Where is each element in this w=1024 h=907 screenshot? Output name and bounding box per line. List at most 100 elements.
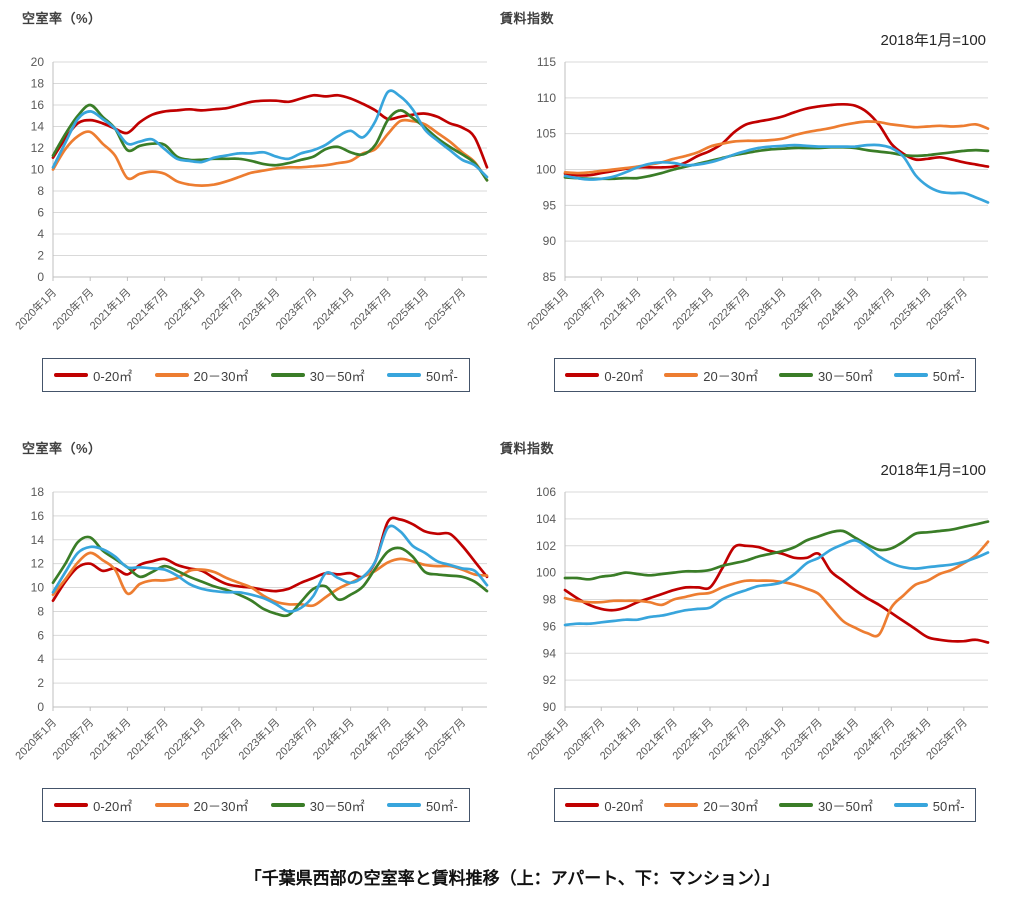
legend-label: 0-20㎡ [93,798,133,814]
y-tick-label: 98 [543,593,557,607]
legend-item: 0-20㎡ [565,796,643,815]
legend-swatch-orange-icon [154,373,189,377]
series-line-green [51,103,489,182]
legend-swatch-red-icon [54,803,89,807]
legend-item: 50㎡- [387,366,458,385]
series-line-red [51,93,489,169]
legend-swatch-orange-icon [154,803,189,807]
y-tick-label: 8 [37,184,44,198]
legend-item: 20－30㎡ [154,366,249,385]
y-tick-label: 96 [543,619,557,633]
y-tick-label: 0 [37,270,44,284]
y-tick-label: 4 [37,652,44,666]
legend-label: 0-20㎡ [93,368,133,384]
series-line-red [51,516,489,603]
chart-apartment-vacancy: 空室率（%） 0 2 4 6 8 10 12 14 16 18 20 2020年1月 2020年7月 20… [0,0,490,400]
series-line-green [563,520,990,581]
y-tick-label: 16 [31,98,45,112]
apartment-vacancy-plot: 024681012141618202020年1月2020年7月2021年1月20… [12,55,489,332]
legend-swatch-blue-icon [387,803,422,807]
y-tick-label: 106 [536,485,556,499]
legend-label: 20－30㎡ [193,798,249,814]
y-tick-label: 102 [536,539,556,553]
legend-item: 0-20㎡ [54,796,132,815]
chart-title: 賃料指数 [500,441,555,456]
series-line-blue [563,143,990,204]
y-tick-label: 16 [31,509,45,523]
chart-title: 賃料指数 [500,11,555,26]
series-line-blue [51,524,489,613]
y-tick-label: 90 [543,234,557,248]
series-line-red [563,543,990,644]
y-tick-label: 18 [31,77,45,91]
legend-label: 30－50㎡ [309,798,365,814]
y-tick-label: 18 [31,485,45,499]
legend-swatch-red-icon [565,803,600,807]
legend-item: 0-20㎡ [54,366,132,385]
legend-item: 50㎡- [893,366,965,385]
mansion-rent-plot: 90929496981001021041062020年1月2020年7月2021… [524,485,990,762]
y-tick-label: 92 [543,673,557,687]
mansion-vacancy-plot: 0246810121416182020年1月2020年7月2021年1月2021… [12,485,489,762]
y-tick-label: 14 [31,533,45,547]
legend-item: 30－50㎡ [270,366,365,385]
legend-label: 0-20㎡ [604,798,644,814]
y-tick-label: 20 [31,55,45,69]
chart-title: 空室率（%） [22,441,102,456]
legend-item: 30－50㎡ [270,796,365,815]
series-line-orange [563,540,990,638]
y-tick-label: 10 [31,163,45,177]
legend-swatch-orange-icon [664,803,699,807]
y-tick-label: 105 [536,127,556,141]
legend-swatch-green-icon [779,803,814,807]
legend-swatch-orange-icon [664,373,699,377]
legend-swatch-red-icon [565,373,600,377]
legend-label: 30－50㎡ [309,368,365,384]
y-tick-label: 110 [537,91,556,105]
legend-label: 50㎡- [426,368,458,384]
y-tick-label: 85 [543,270,557,284]
chart-mansion-rent-index: 賃料指数 2018年1月=100 90 92 94 96 98 100 102 104 106 2… [490,430,1024,830]
legend: 0-20㎡ 20－30㎡ 30－50㎡ 50㎡- [554,788,976,822]
y-tick-label: 100 [536,566,556,580]
y-tick-label: 10 [31,581,45,595]
y-tick-label: 90 [543,700,557,714]
y-tick-label: 12 [31,141,45,155]
legend: 0-20㎡ 20－30㎡ 30－50㎡ 50㎡- [554,358,976,392]
chart-subtitle: 2018年1月=100 [880,32,987,49]
series-line-orange [51,118,489,187]
y-tick-label: 4 [37,227,44,241]
y-tick-label: 6 [37,628,44,642]
legend-label: 50㎡- [932,798,965,814]
legend-swatch-green-icon [779,373,814,377]
legend-item: 20－30㎡ [664,366,758,385]
legend-item: 50㎡- [387,796,458,815]
y-tick-label: 0 [37,700,44,714]
y-tick-label: 95 [543,198,557,212]
y-tick-label: 12 [31,557,45,571]
y-tick-label: 104 [536,512,556,526]
y-tick-label: 94 [543,646,557,660]
series-line-blue [51,89,489,179]
chart-subtitle: 2018年1月=100 [880,462,987,479]
apartment-rent-plot: 8590951001051101152020年1月2020年7月2021年1月2… [524,55,990,332]
legend-item: 30－50㎡ [779,796,873,815]
legend-label: 50㎡- [932,368,965,384]
y-tick-label: 8 [37,604,44,618]
series-line-green [563,145,990,181]
chart-apartment-rent-index: 賃料指数 2018年1月=100 85 90 95 100 105 110 115 2020年… [490,0,1024,400]
legend-swatch-blue-icon [387,373,422,377]
legend-label: 20－30㎡ [703,368,759,384]
legend-item: 0-20㎡ [565,366,643,385]
x-tick-label: 2025年7月 [421,285,468,332]
series-line-blue [563,539,990,627]
legend-swatch-green-icon [270,803,305,807]
legend: 0-20㎡ 20－30㎡ 30－50㎡ 50㎡- [42,358,470,392]
legend-label: 20－30㎡ [193,368,249,384]
legend-label: 20－30㎡ [703,798,759,814]
y-tick-label: 6 [37,206,44,220]
y-tick-label: 100 [536,163,556,177]
chart-title: 空室率（%） [22,11,102,26]
legend-swatch-blue-icon [893,803,928,807]
